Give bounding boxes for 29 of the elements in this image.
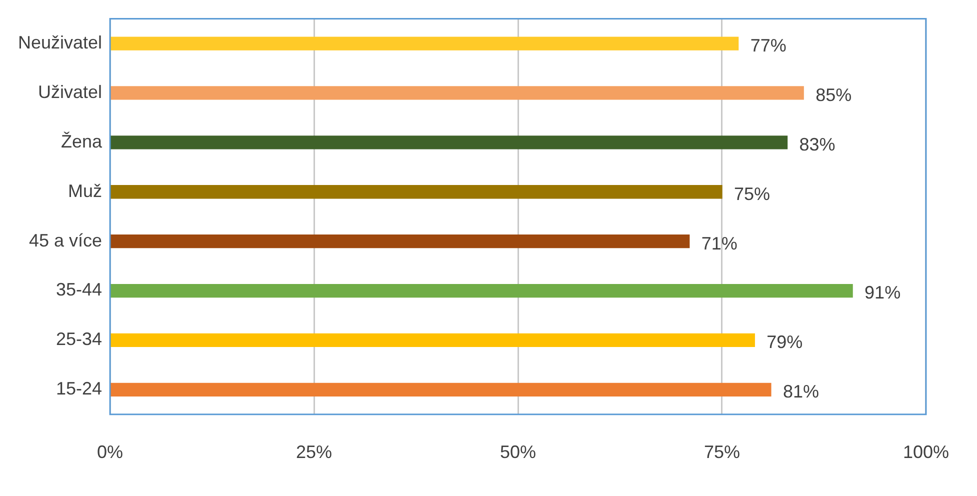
bar: [110, 36, 739, 50]
bar: [110, 185, 722, 199]
bar: [110, 234, 690, 248]
x-tick-label: 75%: [704, 442, 740, 462]
data-label: 71%: [701, 233, 738, 254]
bar: [110, 86, 804, 100]
bar: [110, 333, 755, 348]
data-label: 75%: [734, 184, 770, 204]
x-tick-label: 100%: [902, 442, 950, 462]
x-tick-label: 25%: [296, 442, 332, 462]
data-label: 83%: [799, 134, 836, 154]
y-tick-label: 45 a více: [28, 230, 102, 250]
y-tick-label: Uživatel: [38, 82, 102, 102]
y-tick-label: 35-44: [56, 280, 102, 300]
data-label: 85%: [816, 84, 852, 105]
x-tick-label: 0%: [97, 442, 124, 462]
data-label: 77%: [750, 35, 786, 56]
y-tick-label: Žena: [61, 131, 104, 152]
data-label: 91%: [864, 282, 901, 303]
y-tick-label: Muž: [68, 180, 102, 201]
y-tick-label: 15-24: [56, 378, 102, 399]
data-label: 81%: [782, 382, 819, 402]
x-tick-label: 50%: [500, 442, 536, 462]
bar: [110, 382, 772, 397]
y-tick-label: 25-34: [56, 329, 102, 350]
bar: [110, 136, 788, 150]
bar: [110, 284, 853, 298]
y-tick-label: Neuživatel: [18, 32, 102, 52]
data-label: 79%: [766, 332, 803, 352]
